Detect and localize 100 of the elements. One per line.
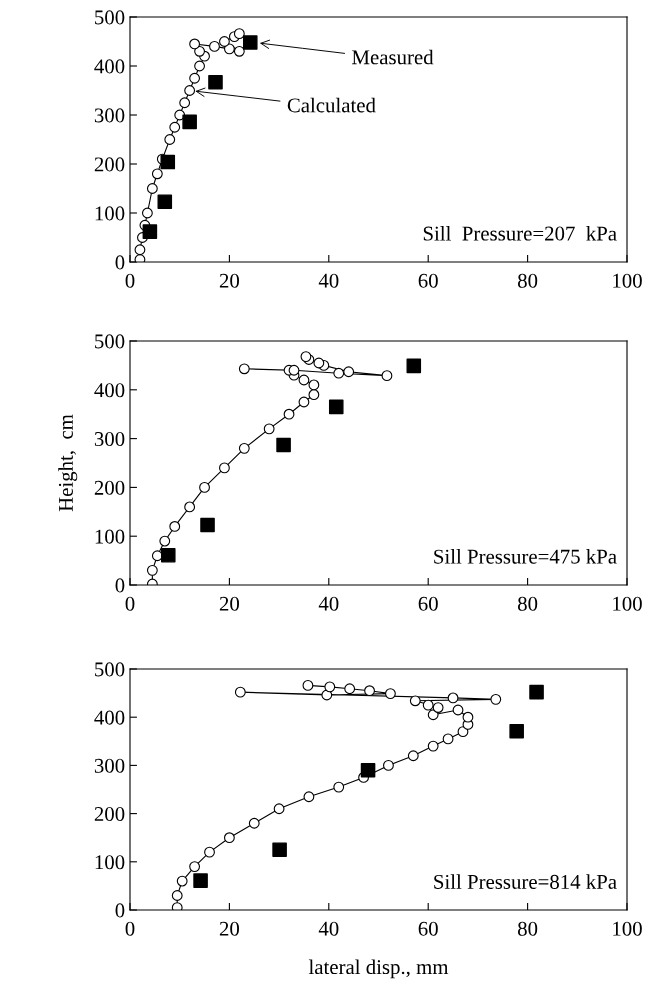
y-tick-label: 300 [94,108,125,123]
x-tick-label: 80 [517,921,538,936]
point [529,684,544,700]
point [407,750,419,762]
point [157,194,173,210]
point [142,224,158,239]
x-tick-label: 60 [418,273,438,288]
point [193,873,208,888]
point [432,702,444,713]
y-tick-label: 500 [95,10,125,25]
point [176,875,188,887]
y-tick-label: 0 [115,903,125,918]
y-axis-title: Height, cm [58,414,78,512]
point [248,817,260,829]
annotation: Calculated [287,97,376,113]
x-tick-label: 40 [318,273,339,288]
point [223,43,235,55]
point [490,693,502,705]
point [219,462,230,474]
point [151,168,163,180]
point [199,481,210,493]
point [333,367,345,379]
y-tick-label: 200 [94,480,125,495]
point [409,695,421,707]
point [194,60,205,72]
point [406,358,422,374]
y-tick-label: 200 [94,806,125,822]
y-tick-label: 500 [95,334,125,349]
point [509,723,524,739]
x-tick-label: 20 [219,596,240,611]
point [273,803,285,815]
point [383,759,394,771]
point [344,683,356,695]
point [200,517,215,533]
x-tick-label: 60 [418,921,438,936]
point [233,28,245,40]
y-tick-label: 100 [95,529,125,544]
point [164,134,176,145]
point [272,842,287,858]
y-tick-label: 400 [94,383,125,398]
point [276,437,291,453]
point [146,183,158,194]
point [427,740,439,752]
x-tick-label: 40 [318,921,339,936]
point [313,357,325,369]
point [333,781,345,793]
point [422,699,434,711]
x-tick-label: 0 [125,921,135,936]
point [263,423,275,435]
point [189,38,201,50]
x-tick-label: 40 [318,596,339,611]
y-tick-label: 200 [94,157,125,172]
y-tick-label: 500 [95,662,125,677]
point [321,689,333,701]
point [302,679,314,691]
y-tick-label: 300 [94,431,125,447]
point [234,686,246,698]
point [179,97,191,109]
point [308,389,320,401]
x-tick-label: 0 [125,273,135,288]
x-axis-title: lateral disp., mm [308,959,449,979]
point [238,363,250,375]
point [462,711,474,723]
point [442,733,454,745]
point [209,40,220,52]
y-tick-label: 100 [95,855,125,870]
point [184,85,196,96]
point [169,521,181,532]
x-tick-label: 100 [613,596,642,611]
point [447,692,459,704]
point [141,207,153,219]
point [223,832,235,844]
point [182,114,197,130]
point [328,399,344,415]
point [189,72,201,84]
point [233,45,245,57]
point [364,685,375,697]
annotation: Sill Pressure=814 kPa [434,874,617,889]
point [308,379,320,391]
point [303,791,315,803]
point [343,366,355,378]
annotation: Measured [352,49,434,65]
point [159,535,171,547]
point [184,501,196,513]
point [298,374,310,386]
point [189,861,201,873]
y-tick-label: 400 [94,710,125,725]
x-tick-label: 0 [125,596,135,611]
point [160,547,176,563]
annotation: Sill Pressure=475 kPa [434,549,617,564]
point [360,762,376,778]
point [171,890,183,901]
point [134,244,146,256]
point [146,564,158,576]
point [381,370,393,382]
x-tick-label: 80 [517,596,538,611]
point [204,846,215,858]
x-tick-label: 100 [613,921,642,936]
x-tick-label: 80 [517,273,538,288]
x-tick-label: 20 [219,273,240,288]
